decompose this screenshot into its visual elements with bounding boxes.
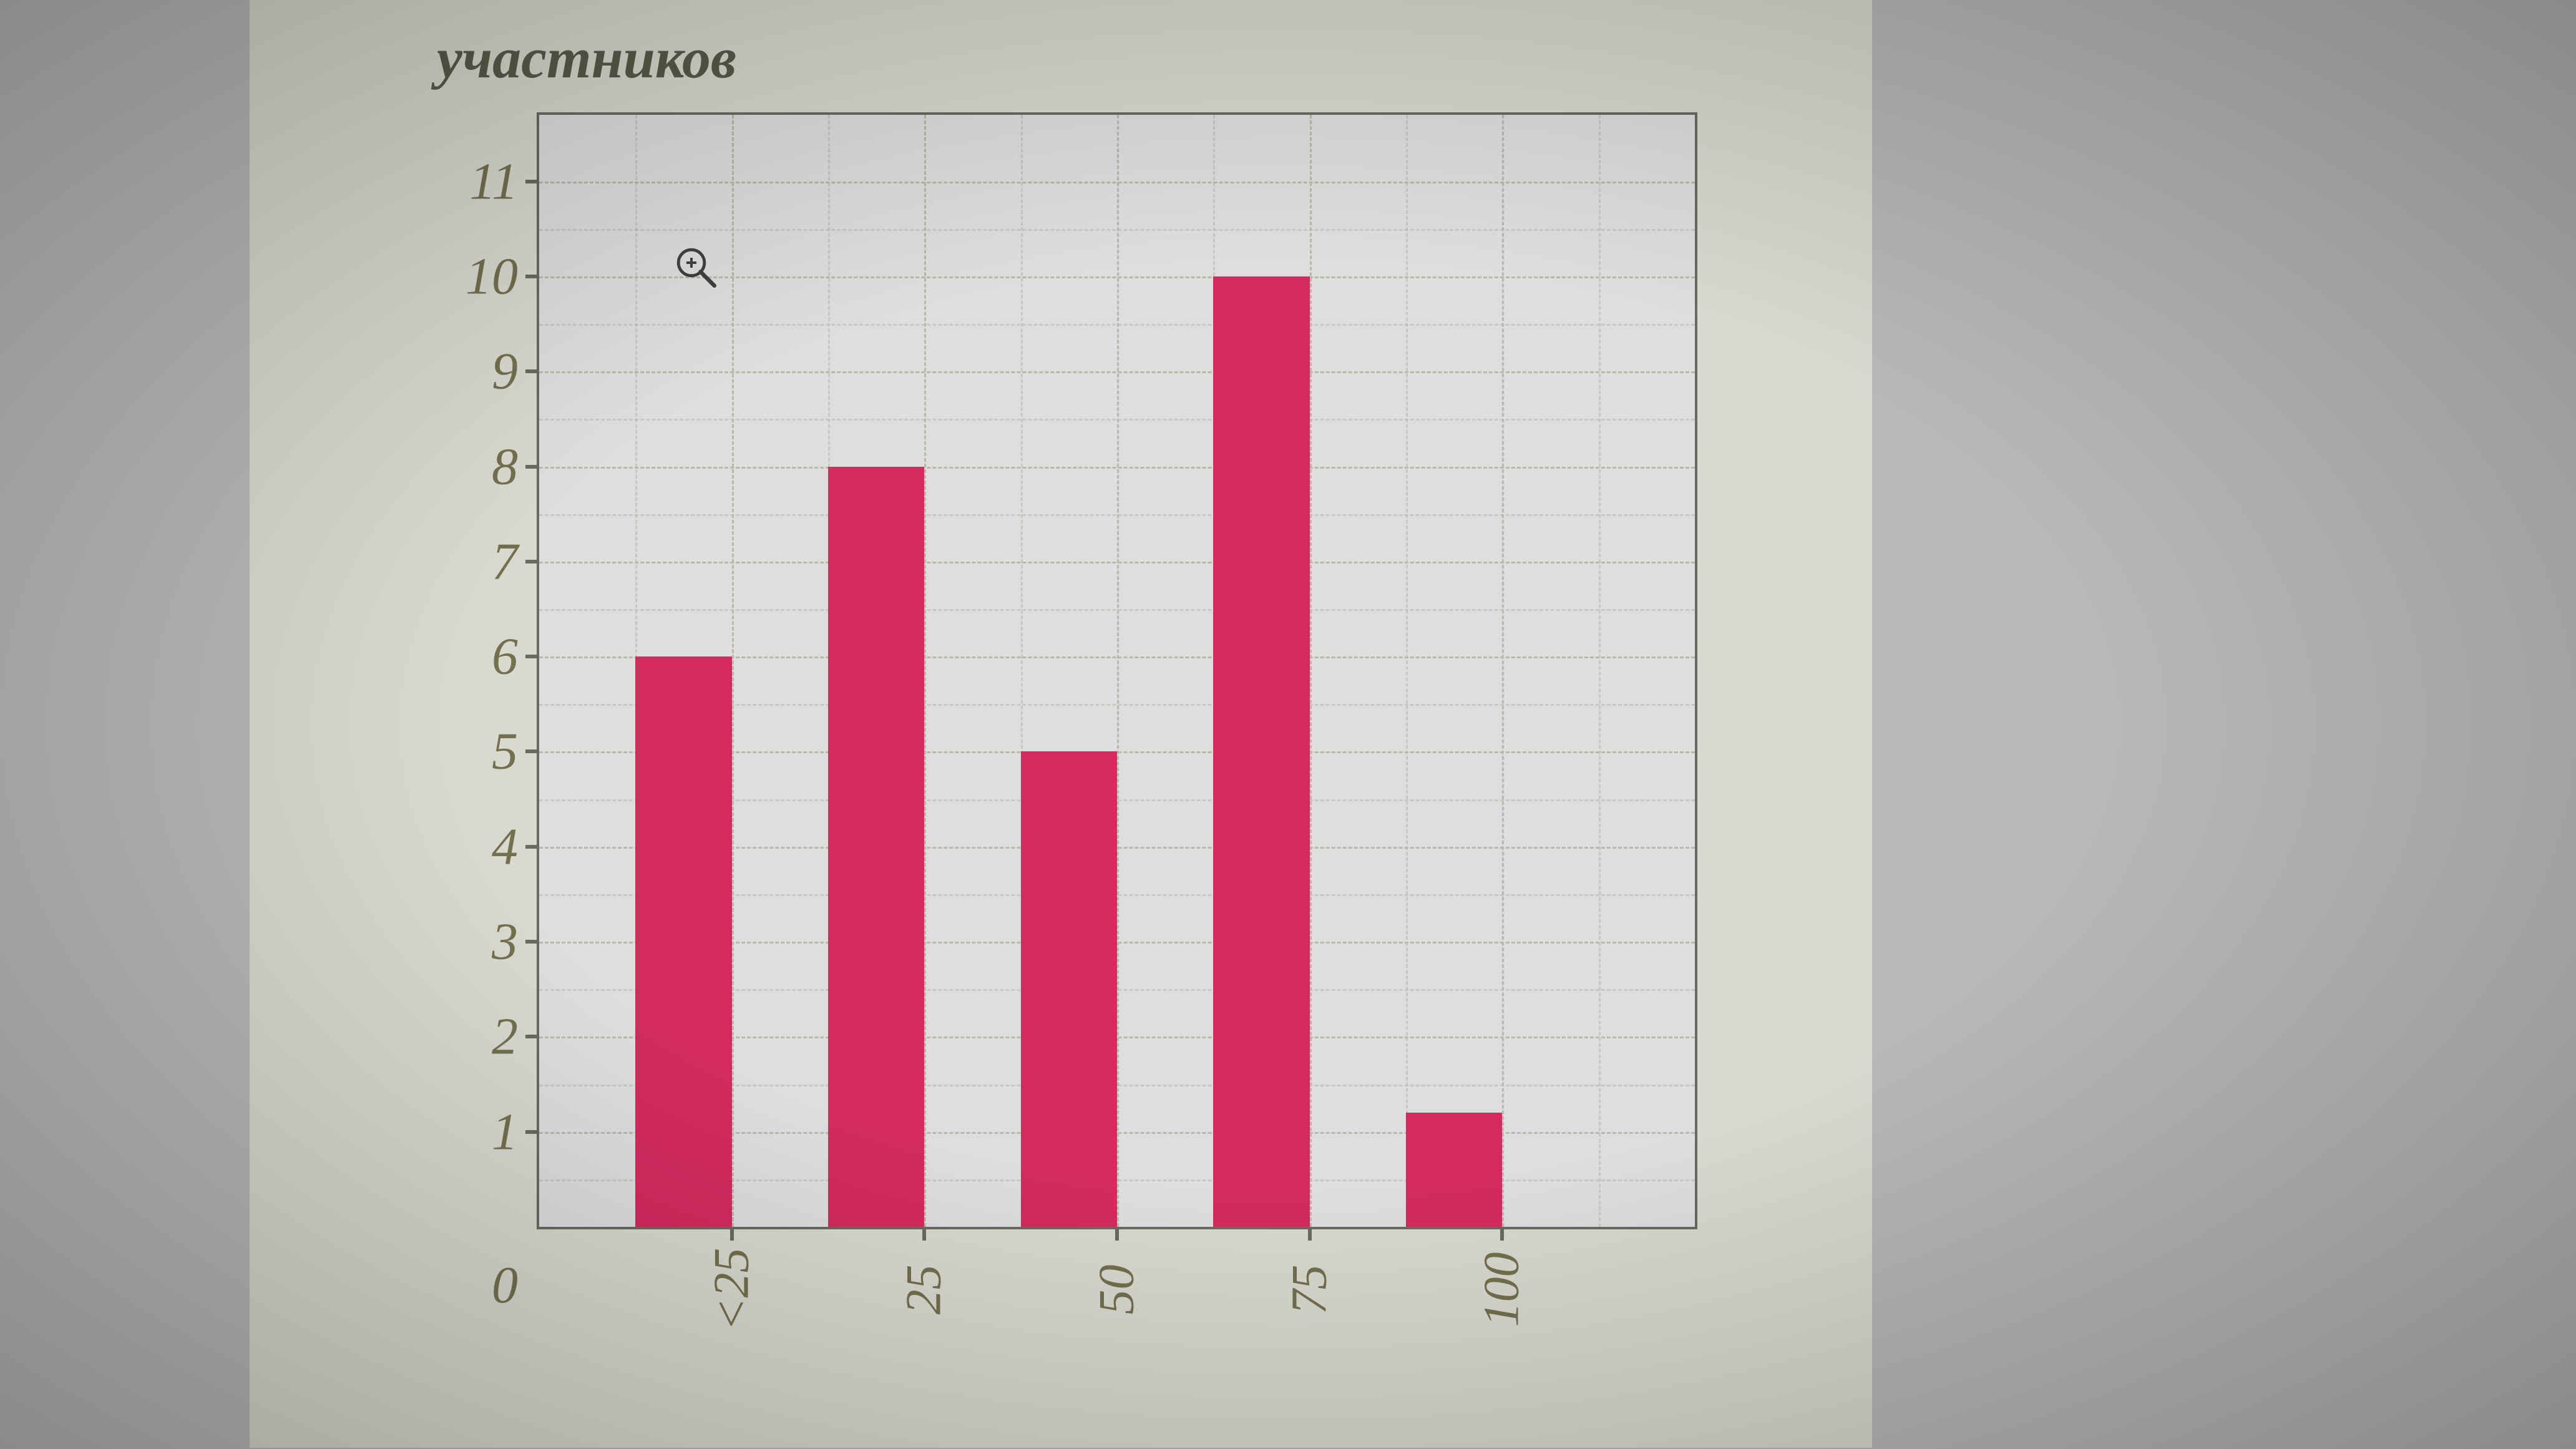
y-axis-title: участников bbox=[437, 25, 736, 91]
xtick-label: 75 bbox=[1281, 1265, 1338, 1315]
ytick-mark bbox=[525, 1130, 539, 1134]
ytick-label: 7 bbox=[443, 531, 518, 592]
bar bbox=[1406, 1113, 1502, 1227]
bar bbox=[1213, 276, 1309, 1227]
gridline-vertical-minor bbox=[1599, 115, 1601, 1227]
ytick-label: 6 bbox=[443, 627, 518, 687]
ytick-label: 1 bbox=[443, 1101, 518, 1162]
gridline-vertical bbox=[732, 115, 734, 1227]
gridline-vertical bbox=[1310, 115, 1312, 1227]
gridline-vertical bbox=[1502, 115, 1504, 1227]
bar bbox=[1021, 751, 1117, 1227]
ytick-label: 3 bbox=[443, 912, 518, 972]
ytick-label: 4 bbox=[443, 816, 518, 877]
ytick-mark bbox=[525, 1035, 539, 1038]
ytick-mark bbox=[525, 940, 539, 944]
xtick-label: 50 bbox=[1089, 1265, 1146, 1315]
gridline-vertical bbox=[1117, 115, 1119, 1227]
ytick-label: 8 bbox=[443, 436, 518, 497]
zoom-in-icon bbox=[671, 243, 721, 293]
gridline-vertical bbox=[924, 115, 926, 1227]
chart-plot-area: 01234567891011<25255075100 bbox=[537, 112, 1697, 1229]
ytick-label: 11 bbox=[443, 151, 518, 212]
ytick-mark bbox=[525, 180, 539, 183]
ytick-label: 9 bbox=[443, 341, 518, 402]
bar bbox=[635, 656, 731, 1227]
ytick-mark bbox=[525, 369, 539, 373]
ytick-label: 10 bbox=[443, 246, 518, 306]
ytick-label: 0 bbox=[443, 1255, 518, 1315]
xtick-mark bbox=[730, 1227, 734, 1241]
xtick-mark bbox=[1115, 1227, 1119, 1241]
ytick-mark bbox=[525, 655, 539, 658]
ytick-label: 2 bbox=[443, 1007, 518, 1067]
ytick-mark bbox=[525, 749, 539, 753]
ytick-mark bbox=[525, 275, 539, 278]
ytick-mark bbox=[525, 560, 539, 564]
xtick-mark bbox=[1308, 1227, 1312, 1241]
ytick-label: 5 bbox=[443, 721, 518, 782]
xtick-label: 100 bbox=[1474, 1252, 1531, 1327]
xtick-label: 25 bbox=[896, 1265, 953, 1315]
gridline-vertical-minor bbox=[1406, 115, 1408, 1227]
xtick-mark bbox=[1500, 1227, 1504, 1241]
xtick-mark bbox=[922, 1227, 926, 1241]
bar bbox=[828, 467, 924, 1227]
ytick-mark bbox=[525, 465, 539, 469]
ytick-mark bbox=[525, 845, 539, 849]
xtick-label: <25 bbox=[703, 1248, 760, 1332]
